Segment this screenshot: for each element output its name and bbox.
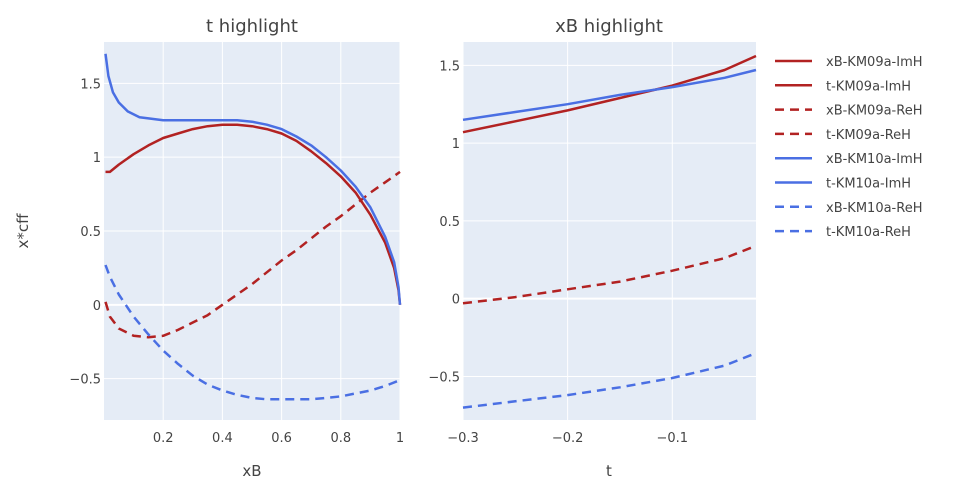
right-x-axis-label: t [606,462,612,480]
series-line-xB-KM09a-ReH [104,170,401,339]
left-subplot-title: t highlight [206,16,298,37]
x-tick-label: 0.6 [271,431,292,446]
left-subplot: 0.2 0.4 0.6 0.8 1 −0.5 0 0.5 1 1.5 t highlight xB… [14,16,404,480]
series-line-t-KM10a-ImH [462,68,757,122]
x-tick-label: 0.8 [330,431,351,446]
x-tick-label: 1 [396,431,404,446]
legend-item[interactable]: xB-KM10a-ReH [775,201,922,216]
legend-label: t-KM09a-ImH [826,79,911,94]
y-tick-label: 1 [452,137,460,152]
y-tick-label: 0 [93,299,101,314]
legend-item[interactable]: xB-KM09a-ReH [775,104,922,119]
legend-item[interactable]: xB-KM10a-ImH [775,152,923,167]
x-tick-label: 0.2 [153,431,174,446]
x-tick-label: −0.2 [552,431,584,446]
right-series-lines [462,54,757,409]
y-tick-label: 1.5 [80,77,101,92]
y-axis-label: x*cff [14,213,32,249]
right-plot-area [463,42,756,420]
legend-label: xB-KM09a-ImH [826,55,923,70]
y-tick-label: 0.5 [80,225,101,240]
series-line-t-KM09a-ReH [462,244,757,305]
y-tick-label: 0 [452,293,460,308]
left-tick-labels: 0.2 0.4 0.6 0.8 1 −0.5 0 0.5 1 1.5 [69,77,404,446]
legend-label: xB-KM10a-ImH [826,152,923,167]
x-tick-label: −0.3 [447,431,479,446]
left-x-axis-label: xB [242,462,261,480]
legend-item[interactable]: t-KM09a-ReH [775,128,911,143]
right-subplot-title: xB highlight [555,16,663,37]
left-series-lines [104,53,402,401]
y-tick-label: 1 [93,151,101,166]
left-gridlines [104,42,401,420]
legend: xB-KM09a-ImH t-KM09a-ImH xB-KM09a-ReH t-KM0… [775,55,923,240]
right-tick-labels: −0.3 −0.2 −0.1 −0.5 0 0.5 1 1.5 [428,59,688,446]
series-line-xB-KM09a-ImH [105,123,402,305]
series-line-xB-KM10a-ReH [104,264,401,401]
x-tick-label: −0.1 [656,431,688,446]
y-tick-label: −0.5 [428,370,460,385]
legend-label: t-KM10a-ReH [826,225,911,240]
series-line-t-KM10a-ReH [462,351,757,409]
legend-item[interactable]: xB-KM09a-ImH [775,55,923,70]
y-tick-label: 1.5 [439,59,460,74]
right-subplot: −0.3 −0.2 −0.1 −0.5 0 0.5 1 1.5 xB highlight t [428,16,757,480]
y-tick-label: −0.5 [69,373,101,388]
legend-item[interactable]: t-KM10a-ReH [775,225,911,240]
legend-label: t-KM09a-ReH [826,128,911,143]
legend-label: xB-KM09a-ReH [826,104,922,119]
legend-label: t-KM10a-ImH [826,177,911,192]
legend-item[interactable]: t-KM09a-ImH [775,79,911,94]
y-tick-label: 0.5 [439,215,460,230]
legend-item[interactable]: t-KM10a-ImH [775,177,911,192]
series-line-t-KM09a-ImH [462,54,757,134]
series-line-xB-KM10a-ImH [104,53,402,305]
legend-label: xB-KM10a-ReH [826,201,922,216]
x-tick-label: 0.4 [212,431,233,446]
